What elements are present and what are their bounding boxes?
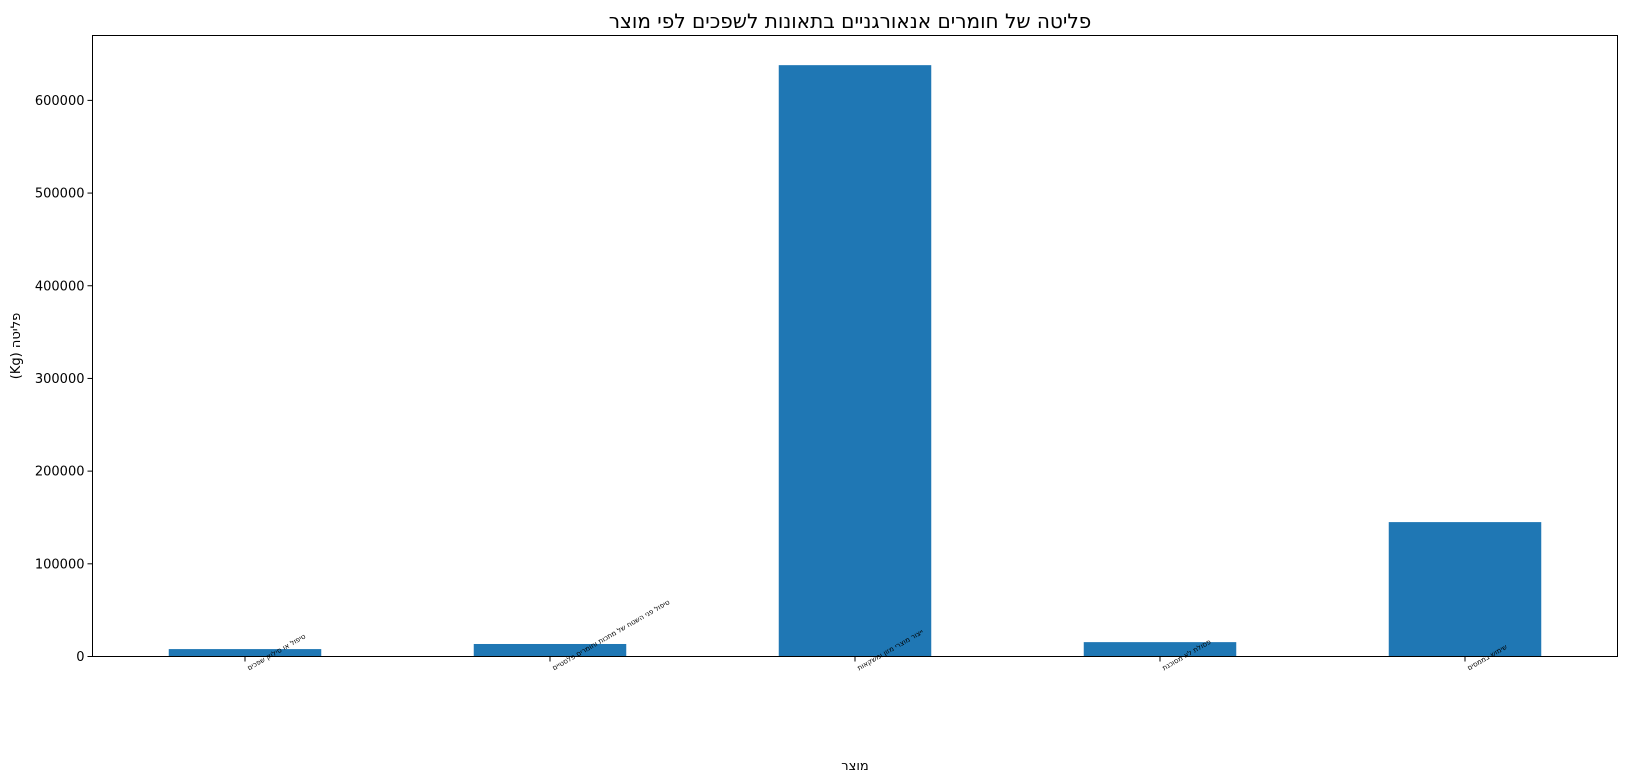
bar-1 [473,643,627,657]
y-tick-label-3: 300000 [35,372,85,387]
bars-group [168,65,1542,657]
y-axis: 0 100000 200000 300000 400000 500000 600000 [35,94,93,665]
bar-2 [778,65,932,657]
chart-title: פליטה של חומרים אנאורגניים בתאונות לשפכי… [609,9,1091,33]
x-tick-label-1: טיפול פני השטח של מתכות וחומרים פלסטיים [551,598,672,672]
bar-3 [1083,642,1237,657]
y-tick-label-2: 200000 [35,465,85,480]
bar-4 [1388,522,1542,657]
x-axis-label: מוצר [841,759,868,774]
bar-0 [168,649,322,657]
y-tick-label-6: 600000 [35,94,85,109]
y-axis-label: פליטה (Kg) [9,313,24,379]
y-tick-label-1: 100000 [35,557,85,572]
y-tick-label-5: 500000 [35,187,85,202]
y-tick-label-4: 400000 [35,279,85,294]
y-tick-label-0: 0 [76,650,84,665]
